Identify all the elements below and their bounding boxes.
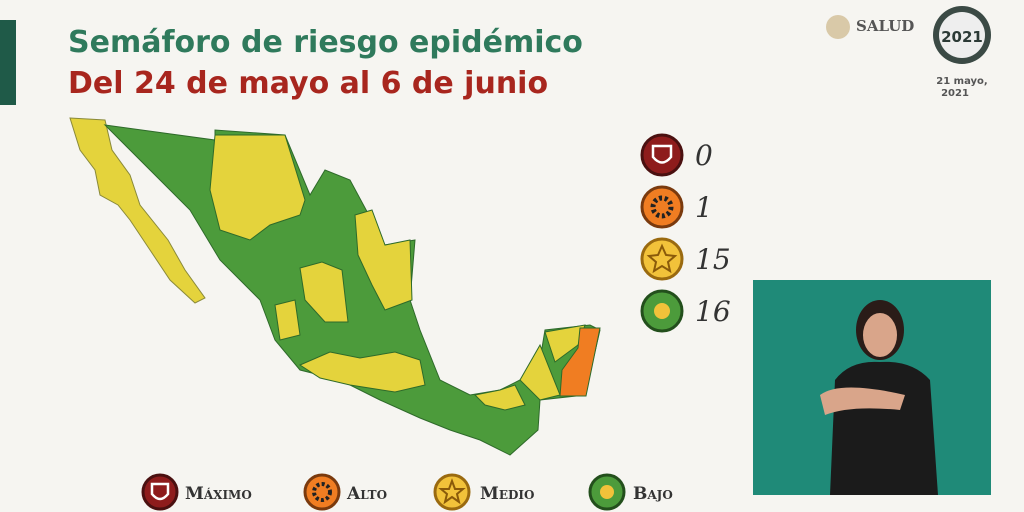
legend: Máximo Alto Medio Bajo [141,473,673,511]
shape [298,351,426,393]
shape [646,243,678,274]
shape [650,195,674,219]
mexico-map [69,117,601,456]
shape [150,482,170,501]
shape [863,313,897,357]
legend-label: Medio [480,484,534,504]
shape [654,303,670,319]
title: Semáforo de riesgo epidémico [68,25,583,60]
shape [939,12,985,58]
shape [820,387,905,415]
logo-name: SALUD [856,17,914,35]
badge-year: 2021 [941,28,983,46]
shape [141,473,179,511]
shape [299,261,349,323]
shape [438,478,466,505]
summary: 0 1 15 16 [640,133,731,333]
legend-label: Alto [346,484,387,504]
subtitle: Del 24 de mayo al 6 de junio [68,66,548,101]
shape [651,144,673,164]
shape [830,361,938,495]
count-maximo: 0 [695,139,713,172]
shape [69,117,206,304]
shape [640,133,684,177]
logo: SALUD 2021 21 mayo, 2021 [826,6,991,99]
shape [209,134,306,241]
shape [559,327,601,397]
count-bajo: 16 [695,295,731,328]
shape [473,384,526,411]
count-alto: 1 [695,191,713,224]
shape [600,485,614,499]
shape [274,299,301,341]
legend-label: Bajo [633,484,673,504]
interpreter-video [753,280,991,495]
shape [354,209,413,311]
count-medio: 15 [695,243,731,276]
shape [640,185,684,229]
shape [640,237,684,281]
accent-bar [0,20,16,105]
legend-label: Máximo [185,484,252,504]
shape [433,473,471,511]
date-line: 2021 [941,88,969,99]
shape [303,473,341,511]
date-line: 21 mayo, [936,76,987,87]
shape [826,15,850,39]
shape [312,482,332,502]
